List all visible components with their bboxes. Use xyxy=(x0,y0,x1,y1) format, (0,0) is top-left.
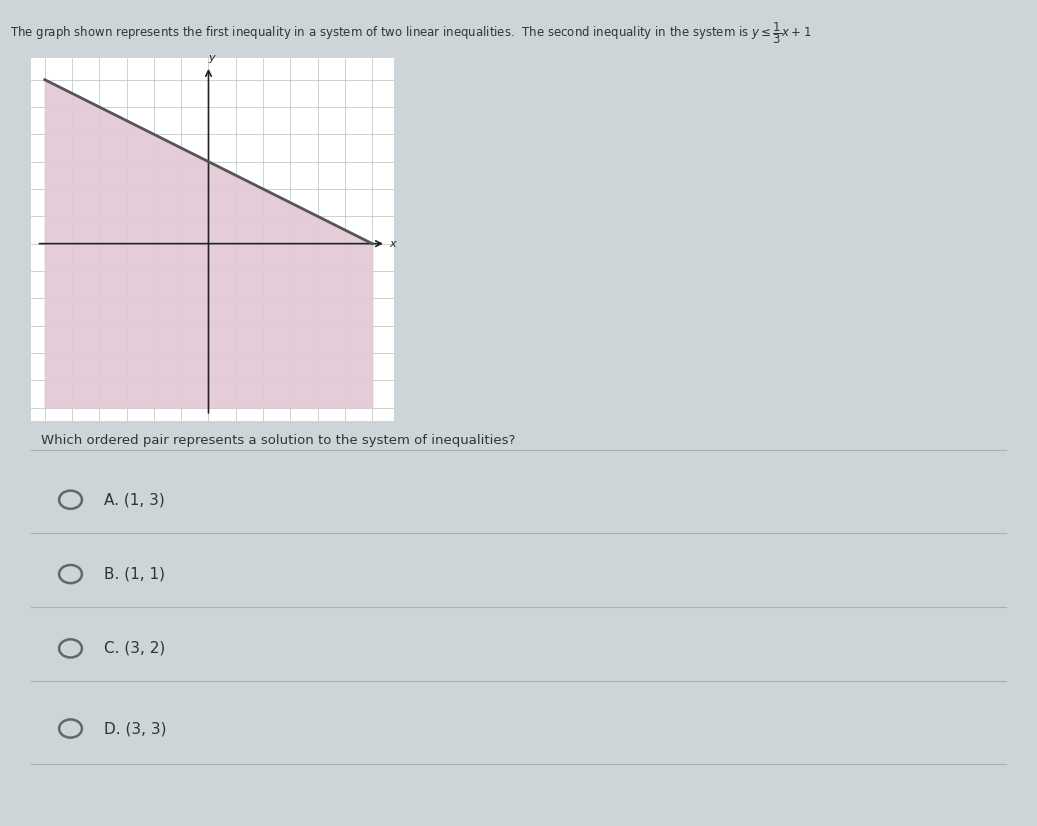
Text: The graph shown represents the first inequality in a system of two linear inequa: The graph shown represents the first ine… xyxy=(10,21,812,46)
Text: D. (3, 3): D. (3, 3) xyxy=(104,721,166,736)
Text: A. (1, 3): A. (1, 3) xyxy=(104,492,165,507)
Text: Which ordered pair represents a solution to the system of inequalities?: Which ordered pair represents a solution… xyxy=(41,434,515,447)
Text: B. (1, 1): B. (1, 1) xyxy=(104,567,165,582)
Text: C. (3, 2): C. (3, 2) xyxy=(104,641,165,656)
Text: $y$: $y$ xyxy=(208,53,217,64)
Text: $x$: $x$ xyxy=(389,239,397,249)
